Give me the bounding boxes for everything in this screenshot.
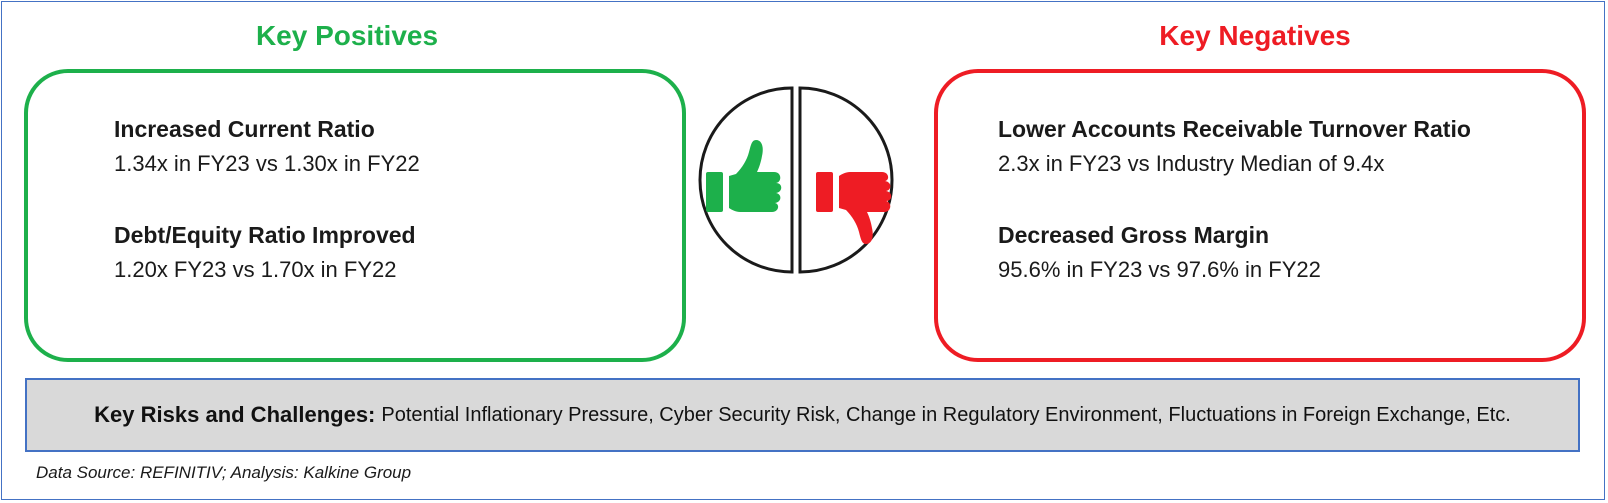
positive-point-detail: 1.34x in FY23 vs 1.30x in FY22	[114, 151, 420, 176]
thumbs-down-icon	[816, 172, 892, 244]
negative-point-title: Lower Accounts Receivable Turnover Ratio	[998, 116, 1471, 142]
thumbs-icon-group	[698, 86, 894, 274]
positive-point-detail: 1.20x FY23 vs 1.70x in FY22	[114, 257, 397, 282]
key-positives-title: Key Positives	[255, 20, 439, 51]
key-positives-panel: Increased Current Ratio 1.34x in FY23 vs…	[24, 69, 686, 362]
negative-point: Lower Accounts Receivable Turnover Ratio…	[998, 114, 1471, 179]
key-risks-text: Potential Inflationary Pressure, Cyber S…	[381, 403, 1511, 426]
key-negatives-panel: Lower Accounts Receivable Turnover Ratio…	[934, 69, 1586, 362]
thumbs-up-icon	[706, 140, 782, 212]
key-negatives-title: Key Negatives	[1159, 20, 1351, 51]
data-source-note: Data Source: REFINITIV; Analysis: Kalkin…	[36, 463, 412, 482]
positive-point-title: Debt/Equity Ratio Improved	[114, 222, 416, 248]
negative-point-detail: 2.3x in FY23 vs Industry Median of 9.4x	[998, 151, 1385, 176]
key-risks-label: Key Risks and Challenges:	[94, 402, 376, 427]
negative-point-detail: 95.6% in FY23 vs 97.6% in FY22	[998, 257, 1321, 282]
negative-point-title: Decreased Gross Margin	[998, 222, 1270, 248]
key-risks-bar: Key Risks and Challenges: Potential Infl…	[25, 378, 1580, 452]
positive-point: Increased Current Ratio 1.34x in FY23 vs…	[114, 114, 420, 179]
negative-point: Decreased Gross Margin 95.6% in FY23 vs …	[998, 220, 1321, 285]
positive-point: Debt/Equity Ratio Improved 1.20x FY23 vs…	[114, 220, 416, 285]
positive-point-title: Increased Current Ratio	[114, 116, 375, 142]
